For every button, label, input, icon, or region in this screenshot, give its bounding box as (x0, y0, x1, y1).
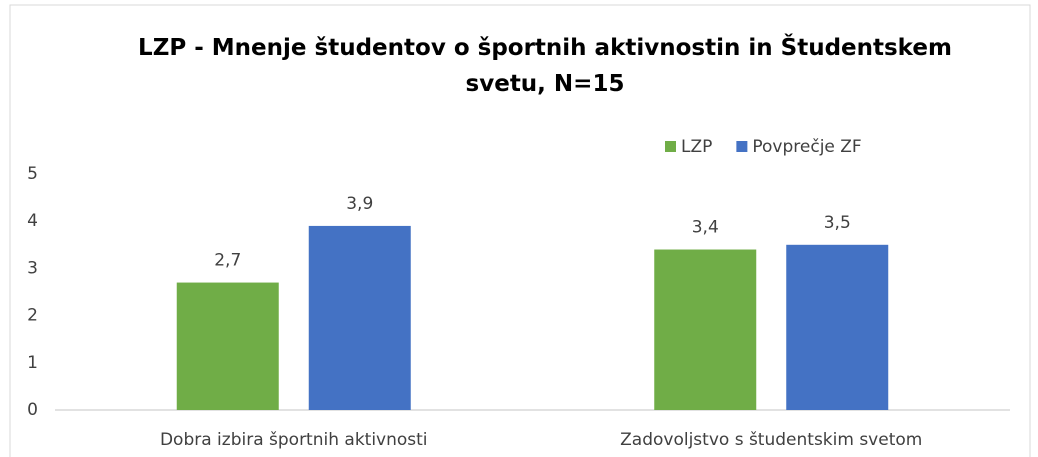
y-tick-label: 5 (27, 164, 38, 184)
legend-label: LZP (681, 137, 712, 157)
bar (308, 225, 411, 410)
y-tick-label: 0 (27, 400, 38, 420)
legend-label: Povprečje ZF (752, 137, 861, 157)
y-tick-label: 2 (27, 306, 38, 326)
chart-title: LZP - Mnenje študentov o športnih aktivn… (138, 35, 952, 97)
y-tick-label: 1 (27, 353, 38, 373)
x-tick-label: Zadovoljstvo s študentskim svetom (620, 430, 922, 450)
legend-swatch (665, 141, 676, 152)
data-label: 2,7 (214, 251, 241, 271)
data-label: 3,4 (692, 218, 719, 238)
legend-swatch (736, 141, 748, 152)
bar (786, 244, 889, 410)
bar (654, 249, 757, 410)
bar (176, 282, 279, 410)
data-label: 3,9 (346, 194, 373, 214)
y-tick-label: 4 (27, 211, 38, 231)
data-label: 3,5 (824, 213, 851, 233)
y-tick-label: 3 (27, 258, 38, 278)
x-tick-label: Dobra izbira športnih aktivnosti (160, 430, 428, 450)
